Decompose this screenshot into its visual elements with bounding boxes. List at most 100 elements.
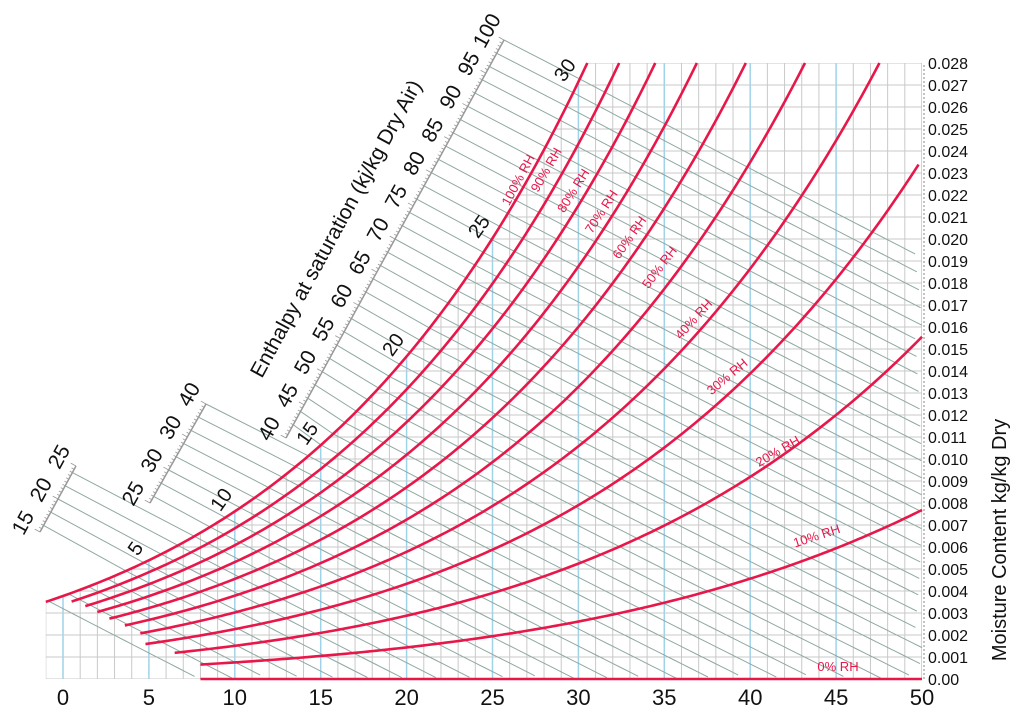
enthalpy-scale-label: 15 <box>8 507 39 539</box>
enthalpy-scale-tick <box>444 141 448 144</box>
enthalpy-scale-tick <box>403 217 407 220</box>
enthalpy-scale-label: 20 <box>26 474 57 506</box>
enthalpy-scale-tick <box>490 58 494 61</box>
enthalpy-scale-tick <box>70 462 77 467</box>
enthalpy-scale-tick <box>455 121 459 124</box>
enthalpy-scale-tick <box>383 253 387 256</box>
enthalpy-scale-tick <box>162 474 166 477</box>
enthalpy-scale-tick <box>40 523 44 526</box>
enthalpy-line <box>431 172 921 427</box>
enthalpy-scale-tick <box>38 526 42 530</box>
enthalpy-scale-tick <box>463 107 467 111</box>
enthalpy-line <box>292 424 777 678</box>
enthalpy-scale-tick <box>473 87 477 91</box>
enthalpy-scale-tick <box>298 401 305 406</box>
enthalpy-scale-tick <box>375 267 379 270</box>
enthalpy-scale-tick <box>412 200 416 203</box>
enthalpy-scale-label: 40 <box>254 413 285 445</box>
enthalpy-scale-label: 90 <box>435 81 466 113</box>
enthalpy-scale-label: 50 <box>290 347 321 379</box>
enthalpy-scale-tick <box>408 207 412 210</box>
enthalpy-scale-tick <box>350 313 354 316</box>
enthalpy-scale-tick <box>169 461 173 464</box>
enthalpy-line <box>50 511 368 678</box>
y-tick-label: 0.019 <box>928 254 968 271</box>
enthalpy-scale-tick <box>71 467 75 470</box>
enthalpy-scale-label: 55 <box>308 314 339 346</box>
enthalpy-line <box>336 344 923 649</box>
rh-curve-10 <box>200 508 923 666</box>
enthalpy-line <box>88 586 261 676</box>
x-tick-label: 25 <box>480 685 504 710</box>
enthalpy-line <box>460 119 917 357</box>
y-tick-label: 0.022 <box>928 188 968 205</box>
y-tick-label: 0.00 <box>928 672 959 689</box>
saturation-temp-label: 25 <box>464 211 495 242</box>
enthalpy-scale-tick <box>69 470 73 473</box>
enthalpy-line <box>168 469 576 680</box>
y-tick-label: 0.027 <box>928 78 968 95</box>
enthalpy-scale-tick <box>430 167 434 170</box>
enthalpy-scale-tick <box>334 343 338 346</box>
y-tick-label: 0.028 <box>928 56 968 73</box>
enthalpy-scale-tick <box>44 517 48 520</box>
enthalpy-scale-tick <box>484 68 488 71</box>
enthalpy-line <box>64 485 437 678</box>
enthalpy-scale-tick <box>160 478 164 481</box>
enthalpy-line <box>43 524 333 678</box>
enthalpy-scale-tick <box>156 484 160 487</box>
enthalpy-scale-tick <box>395 230 399 233</box>
enthalpy-scale-tick <box>199 408 203 411</box>
enthalpy-line <box>358 304 919 596</box>
enthalpy-scale-label: 65 <box>345 247 376 279</box>
enthalpy-scale-label: 30 <box>136 445 168 477</box>
enthalpy-scale-tick <box>42 520 46 523</box>
enthalpy-scale-tick <box>444 136 450 140</box>
enthalpy-scale-tick <box>352 310 356 313</box>
enthalpy-scale-tick <box>492 54 496 57</box>
saturation-temp-label: 20 <box>378 330 409 361</box>
enthalpy-line <box>423 185 922 444</box>
enthalpy-scale-tick <box>384 250 388 253</box>
enthalpy-scale-tick <box>462 103 468 107</box>
enthalpy-line <box>57 498 403 679</box>
enthalpy-scale-tick <box>413 197 417 200</box>
enthalpy-line <box>467 105 916 340</box>
enthalpy-line <box>107 578 297 677</box>
y-axis-title: Moisture Content kg/kg Dry <box>989 419 1011 661</box>
saturation-temp-label: 15 <box>292 418 323 449</box>
labels: 0 5 10 15 20 25 30 35 40 45 500.000.0010.0020.0030… <box>57 55 968 710</box>
enthalpy-scale-tick <box>344 323 348 326</box>
enthalpy-line <box>416 198 922 462</box>
enthalpy-scale-tick <box>357 300 361 303</box>
rh-curve-100 <box>45 62 589 604</box>
y-tick-label: 0.005 <box>928 562 968 579</box>
x-tick-label: 0 <box>57 685 69 710</box>
enthalpy-scale-label: 40 <box>174 379 206 411</box>
rh-curves <box>45 62 923 681</box>
enthalpy-scale-tick <box>370 277 374 280</box>
enthalpy-scale-tick <box>443 144 447 147</box>
enthalpy-scale-tick <box>366 283 370 286</box>
enthalpy-scale-tick <box>58 490 62 493</box>
enthalpy-scale-tick <box>439 150 443 154</box>
enthalpy-scale-tick <box>317 373 321 376</box>
enthalpy-scale-tick <box>312 383 316 386</box>
enthalpy-scale-tick <box>441 147 445 150</box>
y-tick-label: 0.026 <box>928 100 968 117</box>
y-tick-label: 0.007 <box>928 518 968 535</box>
enthalpy-scale-tick <box>178 445 182 448</box>
enthalpy-scale-tick <box>191 421 195 425</box>
enthalpy-scale-tick <box>201 405 205 408</box>
enthalpy-line <box>409 212 922 479</box>
enthalpy-scale-tick <box>457 117 461 120</box>
rh-curve-30 <box>145 163 920 646</box>
enthalpy-scale-tick <box>488 61 492 64</box>
enthalpy-scale-tick <box>304 396 308 399</box>
rh-curve-40 <box>140 62 881 635</box>
enthalpy-scale-tick <box>466 101 470 104</box>
enthalpy-scale-label: 75 <box>381 181 412 213</box>
enthalpy-scale-label: 25 <box>44 441 75 473</box>
enthalpy-scale-tick <box>65 477 69 480</box>
